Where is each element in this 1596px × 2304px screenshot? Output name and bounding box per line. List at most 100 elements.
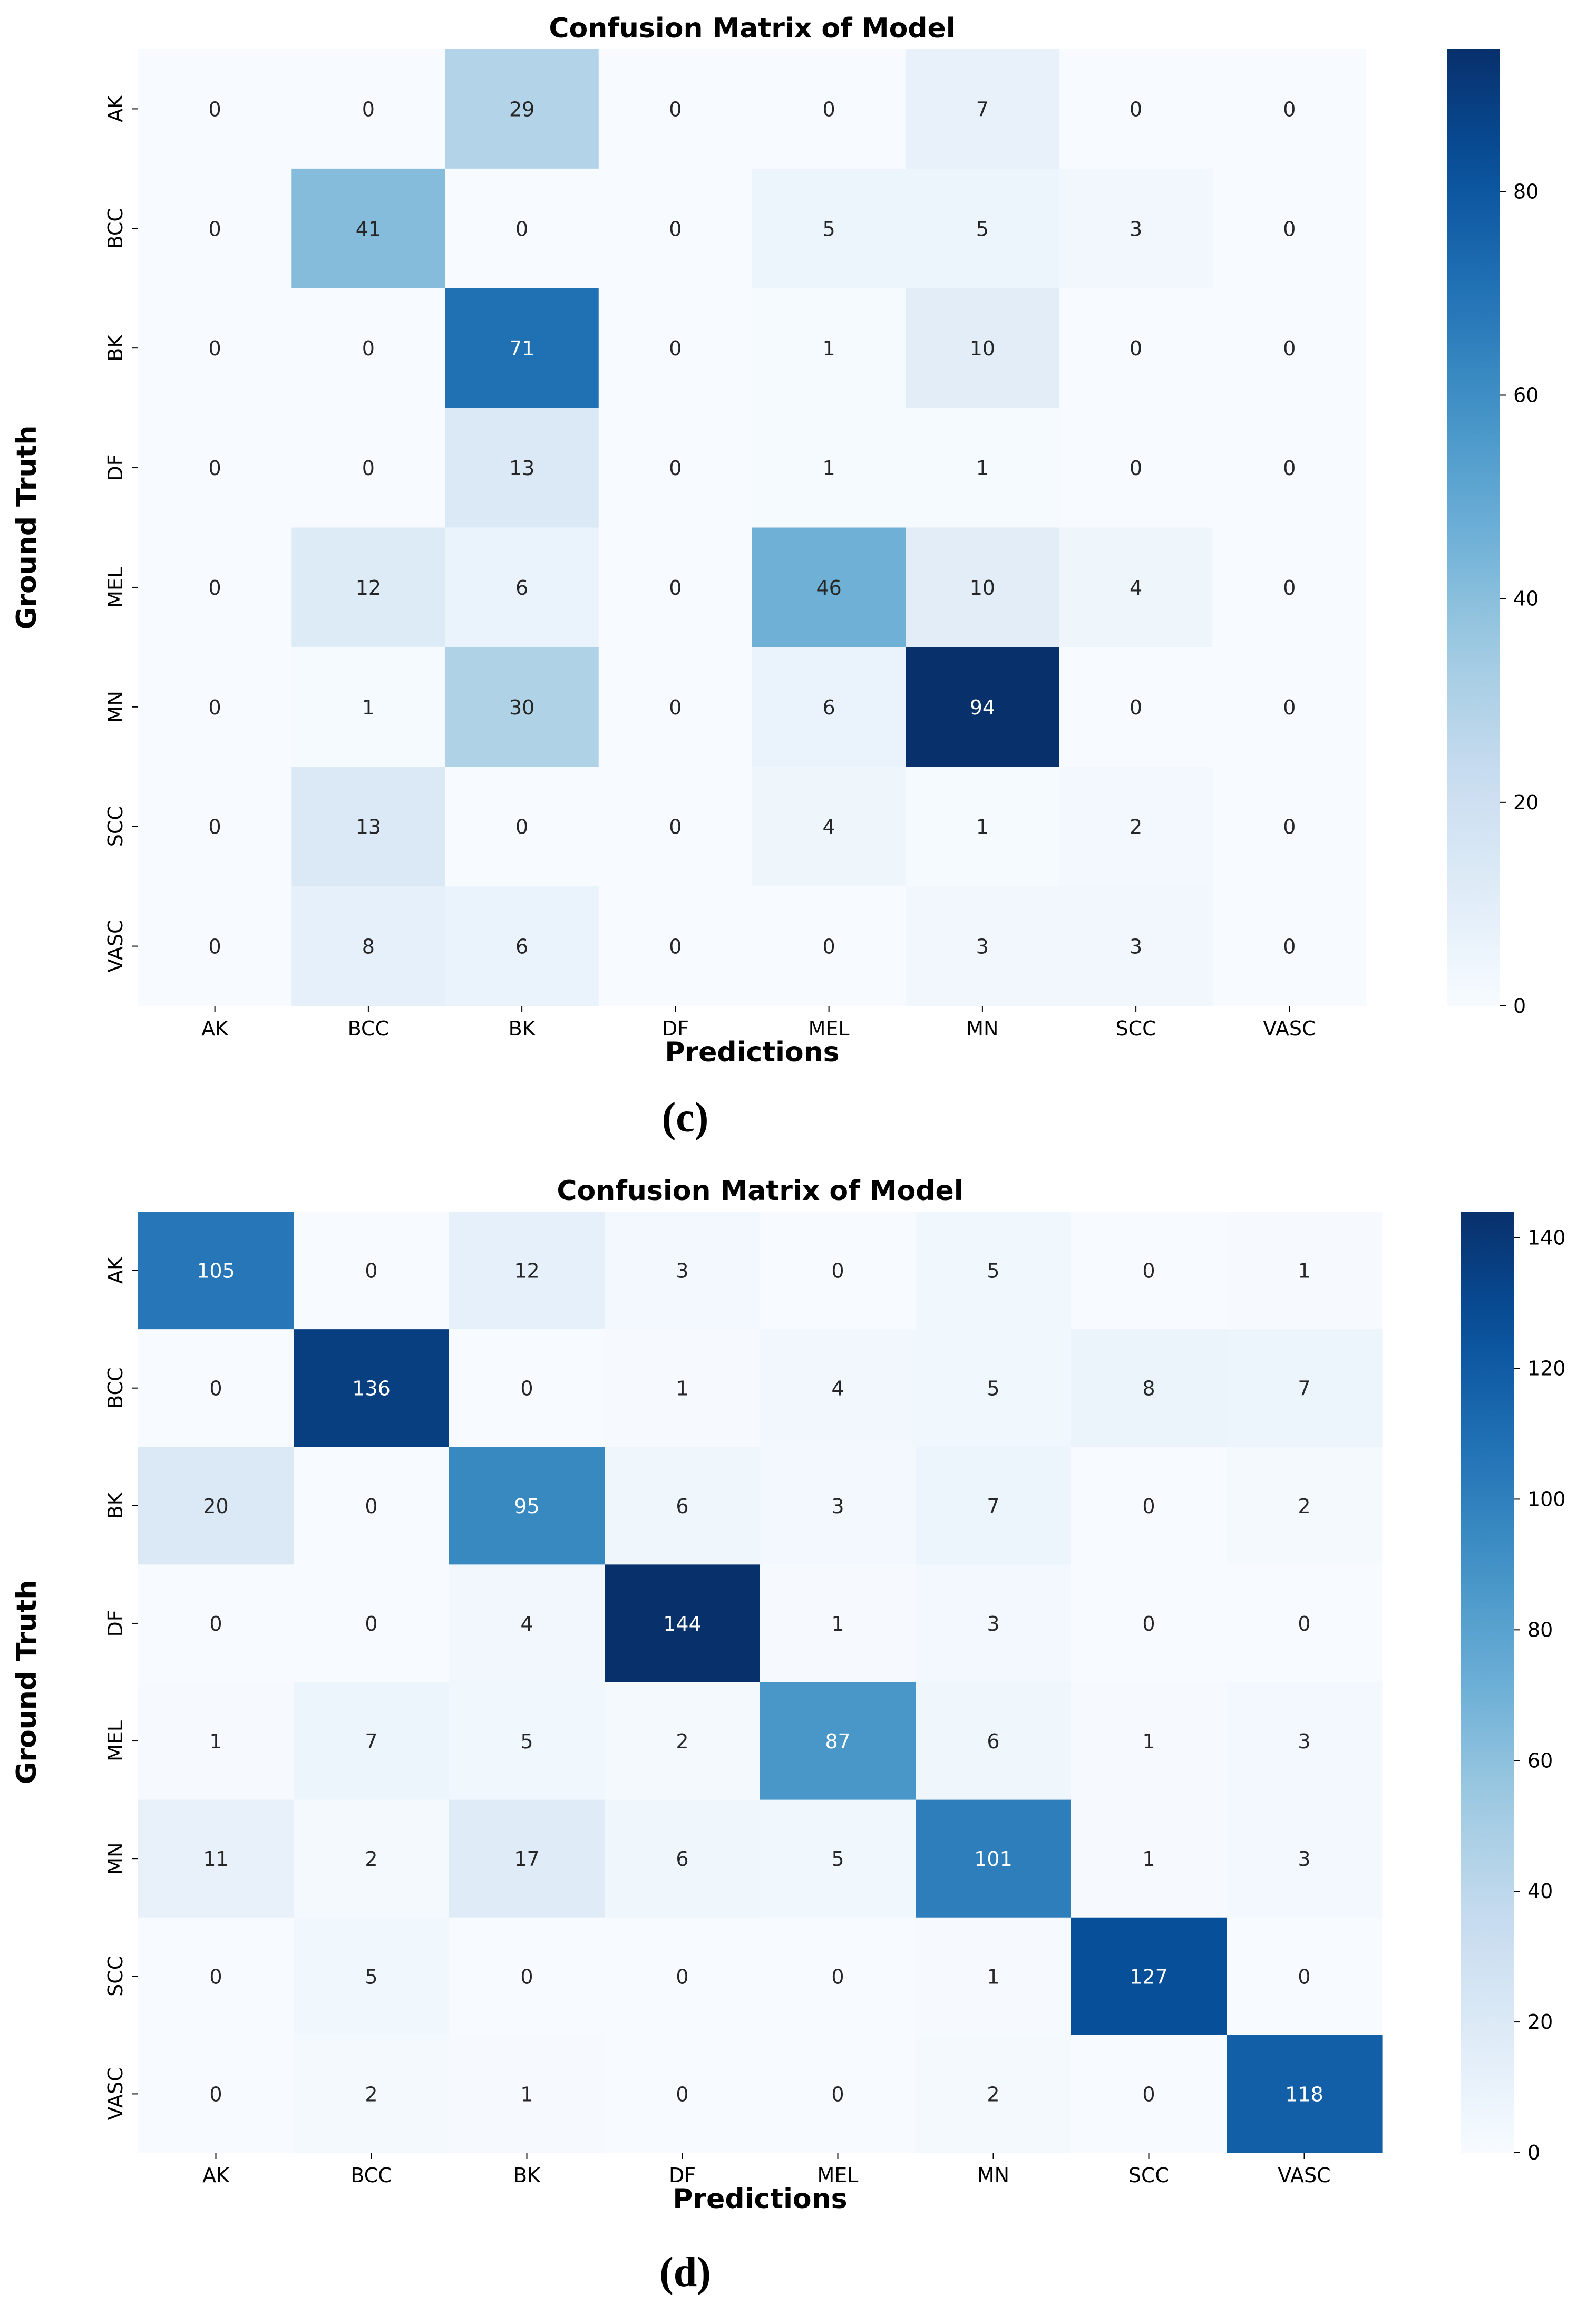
heatmap-cell (138, 647, 292, 767)
cell-value: 0 (1283, 576, 1296, 599)
colorbar-tick-label: 20 (1513, 791, 1539, 814)
colorbar-tick-label: 0 (1527, 2141, 1540, 2164)
heatmap-cell (752, 647, 906, 767)
heatmap-cell (605, 1447, 761, 1565)
cell-value: 0 (823, 98, 835, 121)
heatmap-cell (916, 1329, 1072, 1447)
cell-value: 0 (365, 1612, 377, 1635)
colorbar-tick-label: 100 (1527, 1487, 1566, 1511)
heatmap-cell (906, 527, 1060, 647)
cell-value: 1 (520, 2083, 533, 2106)
heatmap-cell (906, 647, 1060, 767)
cell-value: 0 (1283, 217, 1296, 240)
heatmap-cell (449, 1917, 605, 2036)
heatmap-cell (605, 1917, 761, 2036)
heatmap-cell (760, 1682, 916, 1800)
cell-value: 3 (1130, 935, 1142, 959)
heatmap-cell (1059, 886, 1213, 1006)
cell-value: 10 (970, 337, 995, 360)
cell-value: 0 (209, 457, 221, 480)
cell-value: 127 (1130, 1965, 1168, 1988)
heatmap-cell (605, 1212, 761, 1330)
heatmap-cell (916, 2035, 1072, 2153)
heatmap-cell (1212, 49, 1367, 169)
cell-value: 3 (1298, 1730, 1310, 1753)
cell-value: 0 (669, 98, 682, 121)
heatmap-cell (598, 408, 753, 528)
cell-value: 12 (356, 576, 381, 599)
cell-value: 0 (669, 217, 682, 240)
cell-value: 144 (663, 1612, 702, 1635)
colorbar-gradient (1447, 49, 1500, 1006)
cell-value: 3 (1298, 1847, 1310, 1871)
x-tick-label: MEL (818, 2164, 859, 2187)
cell-value: 13 (356, 816, 381, 839)
cell-value: 12 (514, 1260, 539, 1283)
colorbar: 0 20 40 60 80 100 120 140 (1461, 1212, 1566, 2164)
heatmap-cell (138, 767, 292, 887)
heatmap-cell (294, 1212, 450, 1330)
chart-title: Confusion Matrix of Model (557, 1175, 963, 1207)
cell-value: 0 (1283, 935, 1296, 959)
heatmap-cell (449, 1799, 605, 1918)
heatmap-cell (138, 1447, 294, 1565)
heatmap-cell (138, 49, 292, 169)
cell-value: 0 (209, 337, 221, 360)
x-tick-label: BK (509, 1017, 536, 1040)
heatmap-cell (445, 408, 599, 528)
heatmap-cell (916, 1799, 1072, 1918)
cell-value: 2 (1298, 1495, 1310, 1518)
cell-value: 0 (209, 217, 221, 240)
y-tick-label: DF (104, 454, 127, 481)
cell-value: 7 (365, 1730, 377, 1753)
cell-value: 0 (831, 2083, 844, 2106)
cell-value: 4 (823, 816, 835, 839)
heatmap-cell (445, 886, 599, 1006)
heatmap-cell (449, 1447, 605, 1565)
cell-value: 0 (1142, 1612, 1155, 1635)
heatmap-cell (138, 408, 292, 528)
cell-value: 30 (509, 696, 534, 719)
heatmap-cell (138, 1799, 294, 1918)
heatmap-cell (449, 1329, 605, 1447)
heatmap-cell (1227, 1447, 1383, 1565)
heatmap-cell (598, 288, 753, 409)
cell-value: 0 (669, 337, 682, 360)
heatmap-cell (138, 288, 292, 409)
heatmap-cell (138, 527, 292, 647)
heatmap-cell (605, 1329, 761, 1447)
heatmap-cell (1212, 168, 1367, 289)
x-tick-label: VASC (1278, 2164, 1330, 2187)
heatmap-cell (760, 1329, 916, 1447)
panel-label-c: (c) (661, 1095, 709, 1141)
cell-value: 0 (520, 1965, 533, 1988)
heatmap-cell (605, 1682, 761, 1800)
colorbar-tick-label: 80 (1513, 180, 1539, 203)
y-tick-label: DF (104, 1610, 127, 1637)
cell-value: 1 (831, 1612, 844, 1635)
x-tick-label: DF (669, 2164, 696, 2187)
heatmap-cell (1059, 408, 1213, 528)
cell-value: 0 (669, 576, 682, 599)
cell-value: 17 (514, 1847, 539, 1871)
cell-value: 2 (987, 2083, 999, 2106)
heatmap-cell (1071, 1564, 1227, 1683)
heatmap-cell (1071, 1329, 1227, 1447)
cell-value: 5 (987, 1377, 999, 1400)
colorbar-tick-label: 80 (1527, 1618, 1553, 1641)
y-tick-label: BCC (104, 208, 127, 249)
heatmap-cell (916, 1682, 1072, 1800)
heatmap-cell (445, 527, 599, 647)
cell-value: 0 (365, 1260, 377, 1283)
heatmap-cell (598, 886, 753, 1006)
y-tick-label: MEL (104, 1720, 127, 1761)
cell-value: 6 (823, 696, 835, 719)
heatmap-cell (1212, 767, 1367, 887)
x-tick-label: AK (202, 2164, 230, 2187)
cell-value: 5 (365, 1965, 377, 1988)
heatmap-cell (1227, 1917, 1383, 2036)
y-tick-label: MN (104, 691, 127, 723)
y-tick-label: VASC (104, 919, 127, 972)
cell-value: 5 (520, 1730, 533, 1753)
cell-value: 29 (509, 98, 534, 121)
